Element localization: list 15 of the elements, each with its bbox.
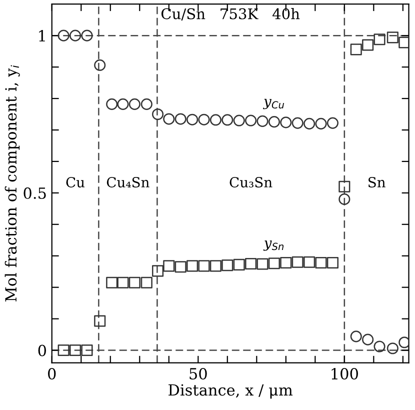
annotation: Cu₄Sn [106,177,150,188]
chart-title: Cu/Sn 753K 40h [161,8,300,20]
y-axis-title: Mol fraction of component i, y$_{i}$ [4,65,20,302]
x-tick-label: 50 [190,368,207,380]
x-tick-label: 100 [332,368,358,380]
y-tick-label: 0.5 [24,187,46,199]
annotation: Cu [66,177,85,188]
annotation: Cu₃Sn [230,177,272,188]
series-label: y$_{Sn}$ [263,240,284,251]
x-tick-label: 0 [48,368,56,380]
annotation: Sn [368,177,386,188]
y-tick-label: 0 [38,344,46,356]
x-axis-title: Distance, x ∕ μm [168,384,293,399]
series-label: y$_{Cu}$ [262,98,284,110]
y-tick-label: 1 [39,30,45,42]
